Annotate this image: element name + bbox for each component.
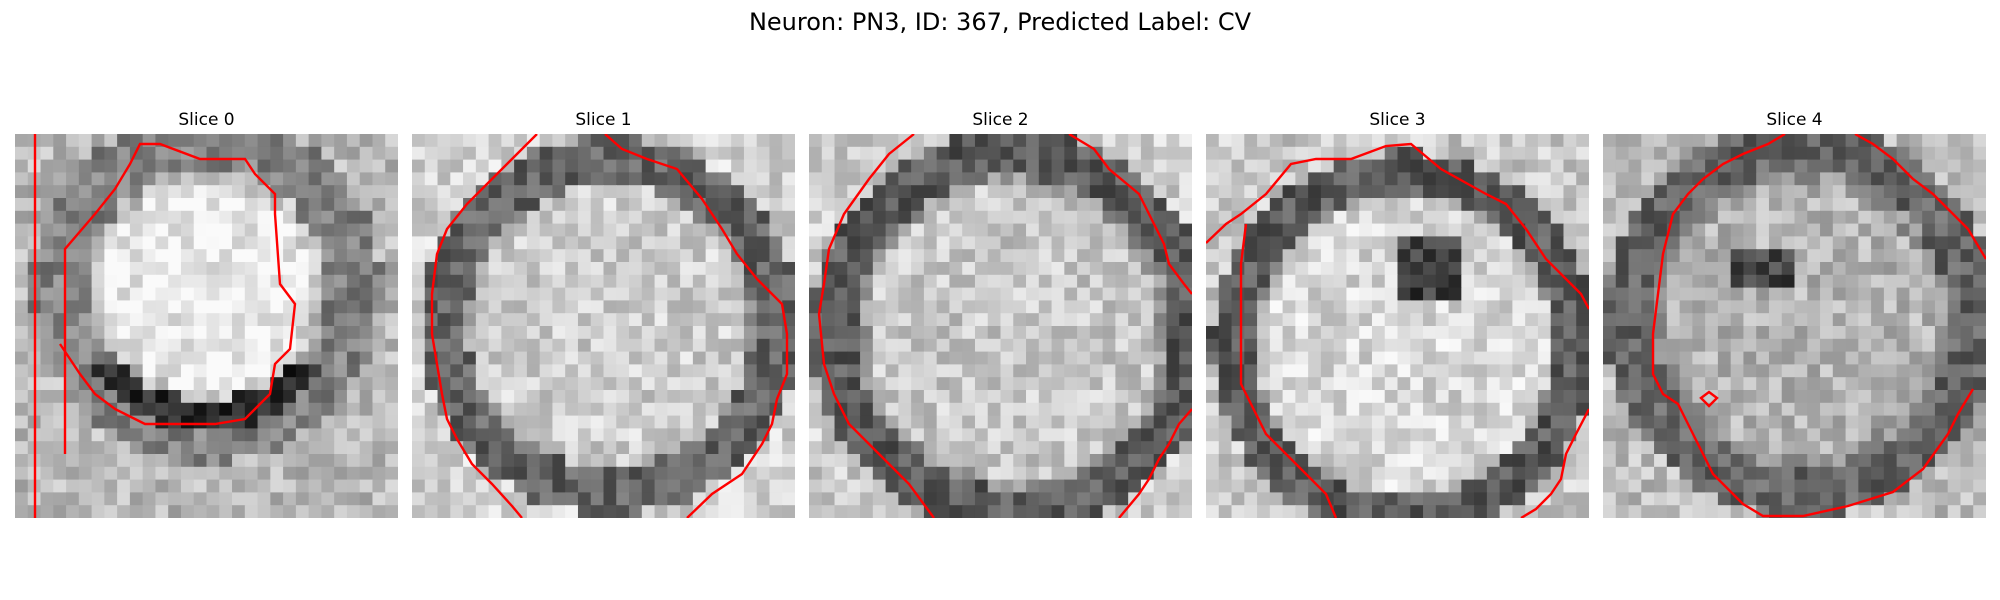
grayscale-pixels bbox=[412, 134, 795, 518]
grayscale-pixels bbox=[809, 134, 1192, 518]
slice-title: Slice 2 bbox=[972, 110, 1029, 130]
slice-image bbox=[1206, 134, 1589, 518]
slice-panel-3: Slice 3 bbox=[1206, 108, 1589, 518]
slice-panel-1: Slice 1 bbox=[412, 108, 795, 518]
slice-title: Slice 3 bbox=[1369, 110, 1426, 130]
slice-title: Slice 4 bbox=[1766, 110, 1823, 130]
slice-title: Slice 1 bbox=[575, 110, 632, 130]
slice-panel-0: Slice 0 bbox=[15, 108, 398, 518]
slice-image bbox=[15, 134, 398, 518]
figure-title: Neuron: PN3, ID: 367, Predicted Label: C… bbox=[748, 8, 1252, 36]
segmentation-contour bbox=[817, 134, 1192, 518]
grayscale-pixels bbox=[1206, 134, 1589, 518]
segmentation-contour bbox=[1206, 142, 1589, 518]
grayscale-pixels bbox=[1603, 134, 1986, 518]
slice-panel-4: Slice 4 bbox=[1603, 108, 1986, 518]
segmentation-contour bbox=[1651, 134, 1986, 518]
slice-title: Slice 0 bbox=[178, 110, 235, 130]
slice-image bbox=[809, 134, 1192, 518]
slice-image bbox=[1603, 134, 1986, 518]
slice-panel-2: Slice 2 bbox=[809, 108, 1192, 518]
segmentation-contour bbox=[430, 134, 789, 518]
slice-image bbox=[412, 134, 795, 518]
segmentation-contour bbox=[33, 134, 297, 518]
grayscale-pixels bbox=[15, 134, 398, 518]
